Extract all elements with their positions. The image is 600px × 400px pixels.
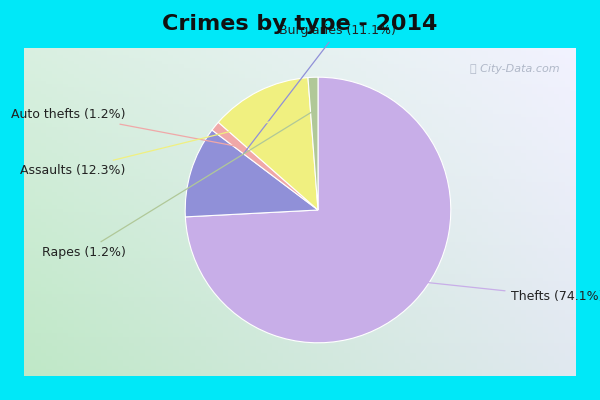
Text: Burglaries (11.1%): Burglaries (11.1%): [224, 24, 397, 179]
Text: Crimes by type - 2014: Crimes by type - 2014: [163, 14, 437, 34]
Wedge shape: [185, 130, 318, 217]
Wedge shape: [308, 77, 318, 210]
Text: ⓘ City-Data.com: ⓘ City-Data.com: [470, 64, 559, 74]
Text: Rapes (1.2%): Rapes (1.2%): [41, 112, 312, 259]
Text: Thefts (74.1%): Thefts (74.1%): [393, 279, 600, 303]
Text: Assaults (12.3%): Assaults (12.3%): [20, 122, 271, 177]
Wedge shape: [185, 77, 451, 343]
Wedge shape: [212, 122, 318, 210]
Text: Auto thefts (1.2%): Auto thefts (1.2%): [11, 108, 238, 146]
Wedge shape: [218, 78, 318, 210]
